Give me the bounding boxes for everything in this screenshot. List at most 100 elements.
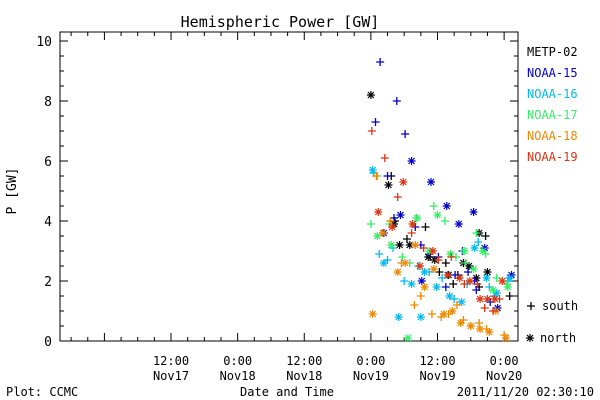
- legend-north-label: north: [540, 331, 576, 345]
- north-point: [433, 211, 442, 219]
- x-tick-label: 12:00: [153, 354, 189, 368]
- x-tick-date-label: Nov19: [419, 369, 455, 383]
- south-point: [472, 229, 481, 237]
- south-point: [472, 286, 481, 294]
- south-point: [392, 97, 401, 105]
- north-point: [466, 322, 475, 330]
- south-point: [371, 118, 380, 126]
- north-point: [469, 265, 478, 273]
- north-point: [485, 328, 494, 336]
- north-point: [428, 247, 437, 255]
- south-point: [527, 302, 535, 310]
- x-tick-date-label: Nov19: [353, 369, 389, 383]
- south-point: [393, 193, 402, 201]
- north-point: [394, 313, 403, 321]
- south-point: [461, 259, 470, 267]
- north-point: [503, 283, 512, 291]
- north-point: [445, 292, 454, 300]
- legend-item: NOAA-17: [527, 108, 578, 122]
- north-point: [455, 274, 464, 282]
- north-point: [405, 241, 414, 249]
- series-noaa-18: [368, 172, 510, 342]
- north-point: [378, 229, 387, 237]
- north-point: [420, 283, 429, 291]
- north-point: [442, 202, 451, 210]
- south-point: [375, 250, 384, 258]
- north-point: [454, 220, 463, 228]
- north-point: [411, 241, 420, 249]
- x-tick-label: 0:00: [356, 354, 385, 368]
- north-point: [476, 325, 485, 333]
- x-tick-label: 12:00: [286, 354, 322, 368]
- north-point: [401, 259, 410, 267]
- north-point: [403, 334, 412, 342]
- y-tick-label: 10: [36, 35, 52, 50]
- north-point: [507, 271, 516, 279]
- south-point: [410, 301, 419, 309]
- north-point: [399, 178, 408, 186]
- x-tick-label: 0:00: [223, 354, 252, 368]
- north-point: [368, 310, 377, 318]
- y-tick-label: 4: [44, 215, 52, 230]
- south-point: [372, 172, 381, 180]
- legend-south-label: south: [542, 299, 578, 313]
- south-point: [386, 217, 395, 225]
- north-point: [407, 280, 416, 288]
- north-point: [464, 262, 473, 270]
- north-point: [429, 265, 438, 273]
- north-point: [416, 313, 425, 321]
- north-point: [526, 334, 534, 342]
- south-point: [452, 301, 461, 309]
- south-point: [449, 280, 458, 288]
- north-point: [368, 166, 377, 174]
- north-point: [448, 307, 457, 315]
- north-point: [390, 220, 399, 228]
- y-tick-label: 2: [44, 275, 52, 290]
- north-point: [408, 220, 417, 228]
- x-tick-label: 0:00: [490, 354, 519, 368]
- series-metp-02: [366, 91, 514, 300]
- south-point: [440, 217, 449, 225]
- north-point: [469, 208, 478, 216]
- x-tick-date-label: Nov17: [153, 369, 189, 383]
- legend-item: METP-02: [527, 45, 578, 59]
- north-point: [492, 289, 501, 297]
- north-point: [457, 298, 466, 306]
- north-point: [456, 319, 465, 327]
- south-point: [475, 319, 484, 327]
- south-point: [376, 58, 385, 66]
- north-point: [443, 271, 452, 279]
- legend-item: NOAA-18: [527, 129, 578, 143]
- north-point: [483, 268, 492, 276]
- series-noaa-15: [371, 58, 516, 312]
- north-point: [482, 274, 491, 282]
- south-point: [400, 277, 409, 285]
- plot-frame: [59, 31, 519, 342]
- axes-group: 024681012:00Nov170:00Nov1812:00Nov180:00…: [36, 32, 522, 383]
- south-point: [450, 295, 459, 303]
- data-points-group: [366, 58, 516, 342]
- footer-x-axis-label: Date and Time: [240, 385, 334, 399]
- north-point: [465, 277, 474, 285]
- south-point: [434, 256, 443, 264]
- y-tick-label: 0: [44, 335, 52, 350]
- chart-title: Hemispheric Power [GW]: [181, 13, 380, 31]
- south-point: [407, 229, 416, 237]
- south-point: [451, 271, 460, 279]
- south-point: [480, 304, 489, 312]
- north-point: [483, 295, 492, 303]
- north-point: [478, 247, 487, 255]
- legend-item: NOAA-19: [527, 150, 578, 164]
- north-point: [379, 259, 388, 267]
- south-point: [416, 292, 425, 300]
- north-point: [415, 262, 424, 270]
- north-point: [413, 214, 422, 222]
- series-noaa-16: [368, 166, 514, 321]
- north-point: [393, 268, 402, 276]
- north-point: [498, 277, 507, 285]
- south-point: [402, 235, 411, 243]
- south-point: [421, 223, 430, 231]
- south-point: [429, 202, 438, 210]
- x-tick-date-label: Nov20: [486, 369, 522, 383]
